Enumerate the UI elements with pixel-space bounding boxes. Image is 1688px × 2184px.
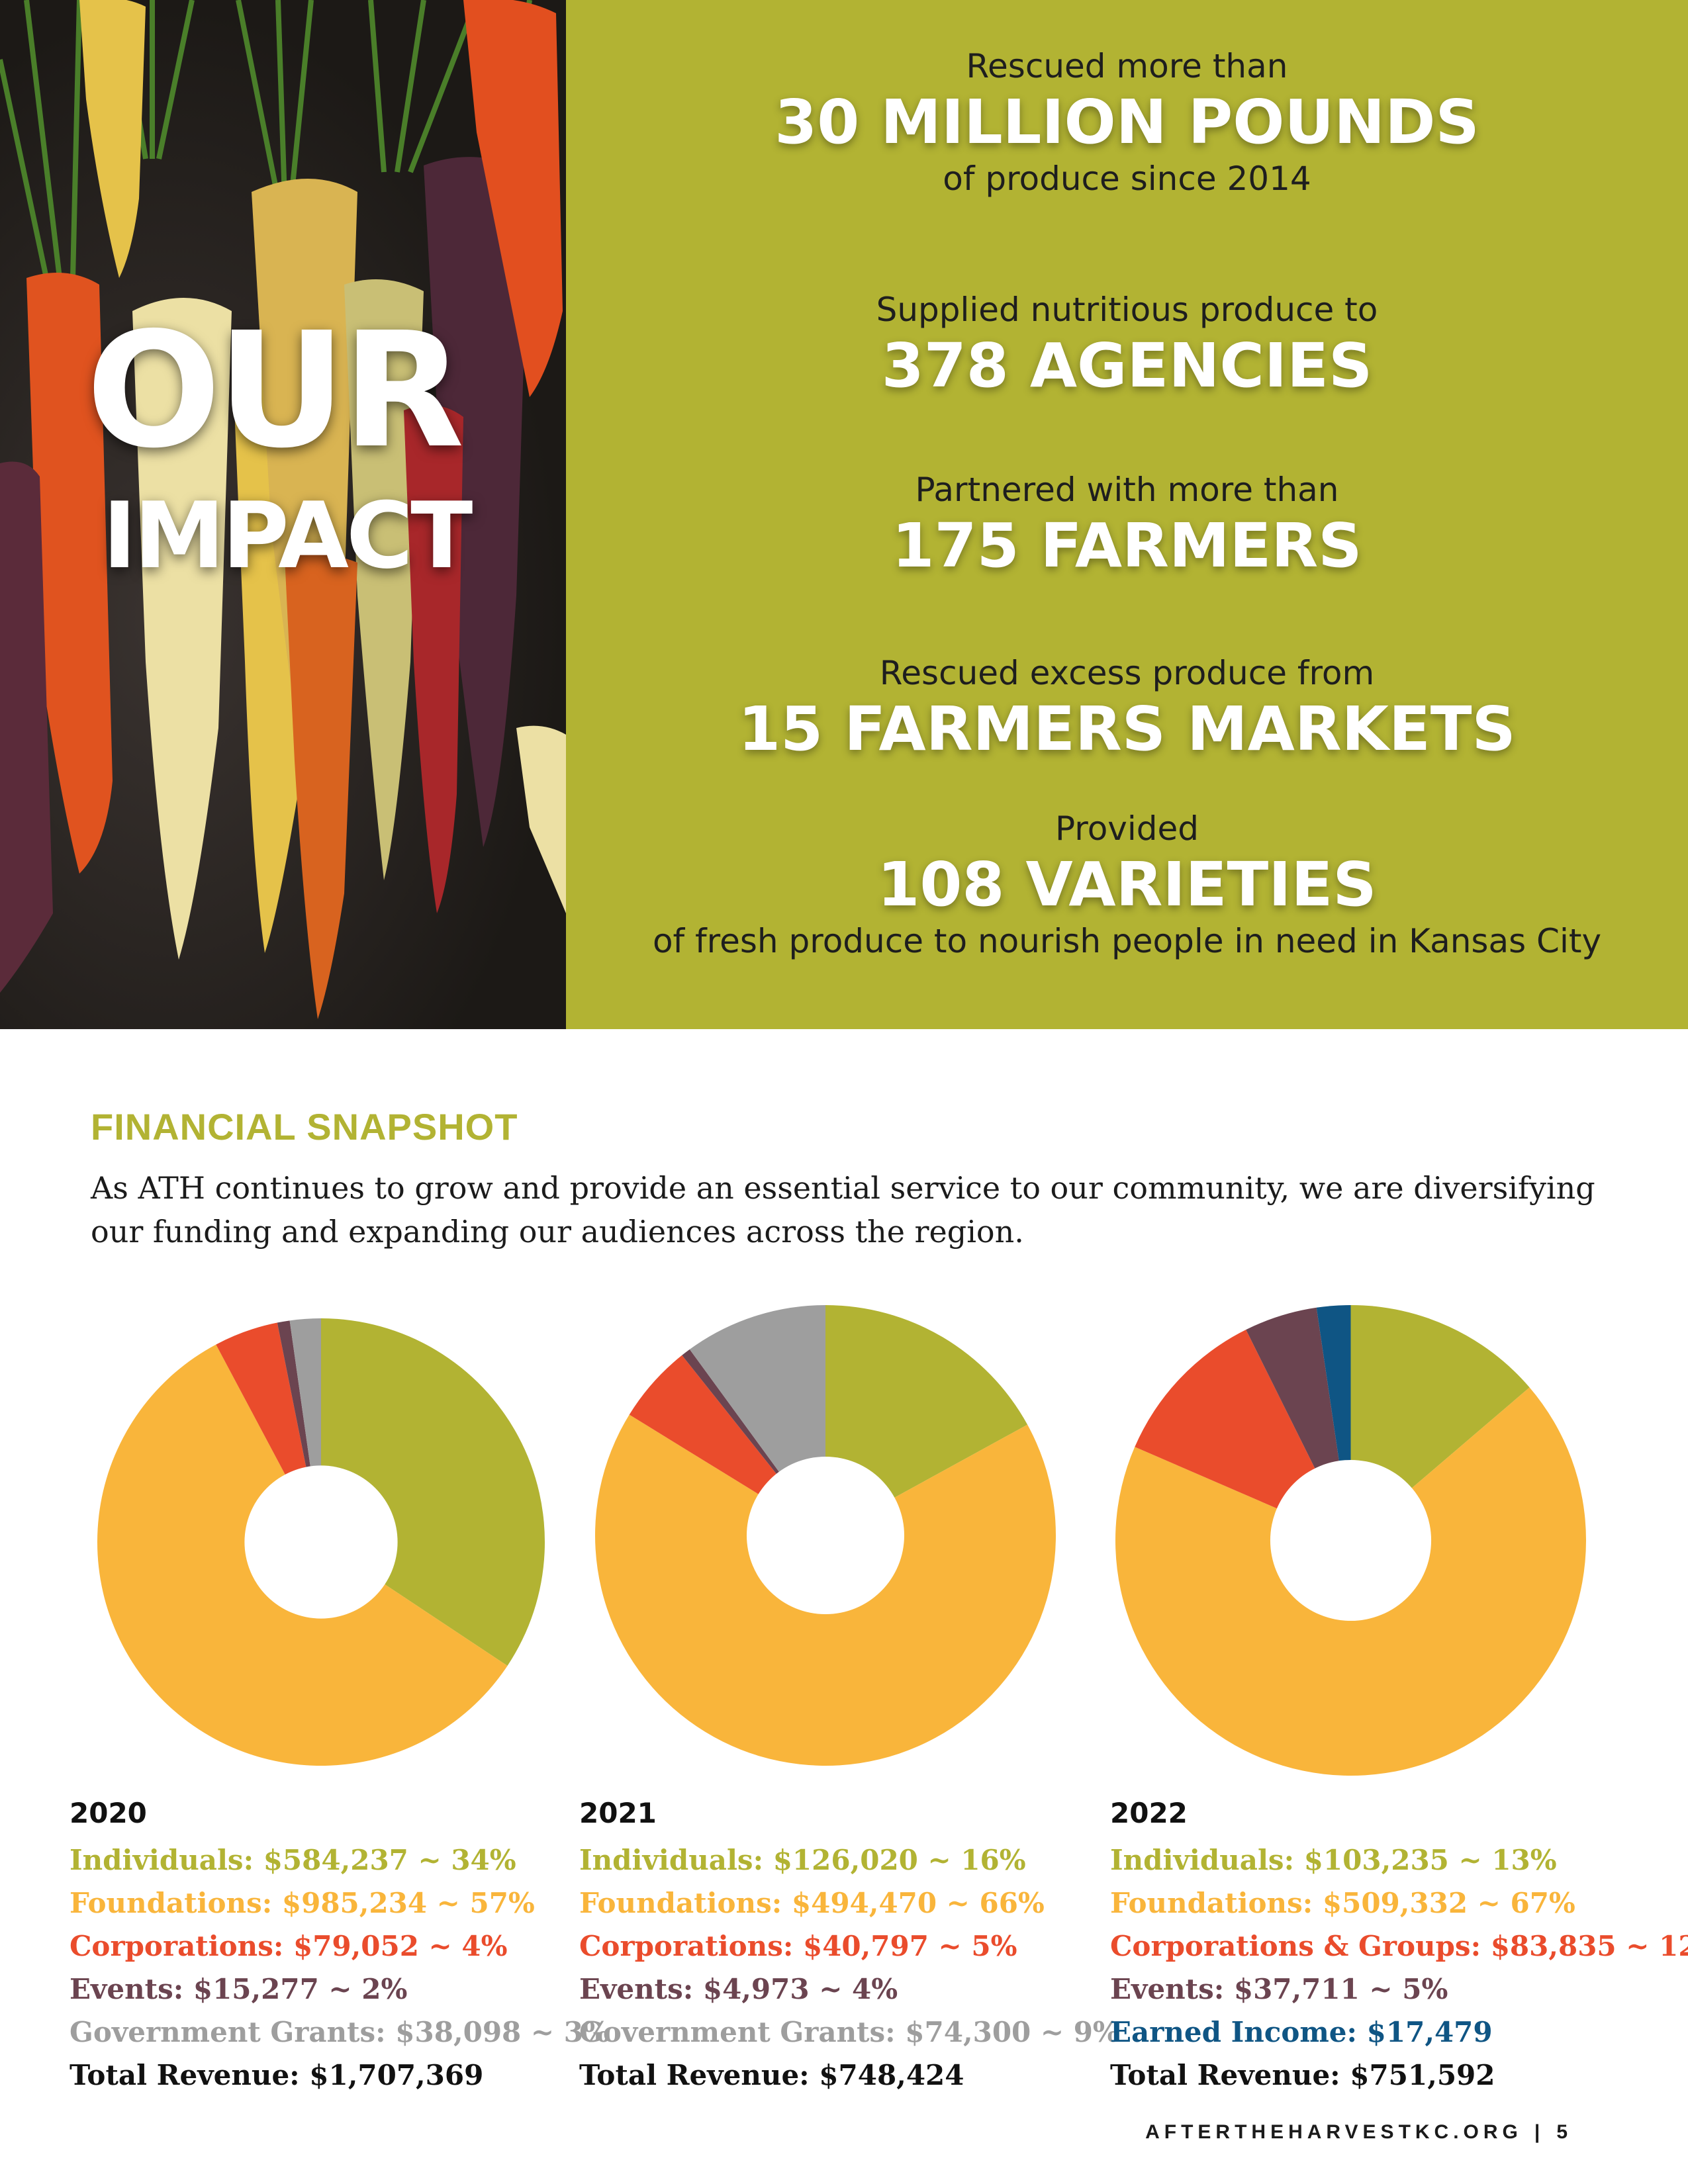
hero-carrot-photo: OUR IMPACT — [0, 0, 566, 1029]
legend-2022-foundations: Foundations: $509,332 ~ 67% — [1110, 1887, 1575, 1919]
legend-2020-corporations: Corporations: $79,052 ~ 4% — [70, 1930, 508, 1962]
donut-2020-hole — [244, 1465, 398, 1619]
stat-varieties: Provided 108 VARIETIES of fresh produce … — [566, 809, 1688, 961]
financial-intro-text: As ATH continues to grow and provide an … — [91, 1170, 1595, 1250]
stat-markets: Rescued excess produce from 15 FARMERS M… — [566, 653, 1688, 766]
stat-pounds: Rescued more than 30 MILLION POUNDS of p… — [566, 46, 1688, 199]
stat-varieties-pre: Provided — [1055, 809, 1199, 848]
legend-2022-earned-income: Earned Income: $17,479 — [1110, 2016, 1493, 2048]
donut-chart-2020 — [97, 1318, 545, 1766]
legend-2021-individuals: Individuals: $126,020 ~ 16% — [579, 1844, 1026, 1876]
legend-2020-events: Events: $15,277 ~ 2% — [70, 1973, 408, 2005]
financial-snapshot-heading: FINANCIAL SNAPSHOT — [91, 1106, 518, 1148]
legend-2020-foundations: Foundations: $985,234 ~ 57% — [70, 1887, 535, 1919]
year-label-2022: 2022 — [1110, 1797, 1188, 1829]
page-footer: AFTERTHEHARVESTKC.ORG | 5 — [1145, 2121, 1572, 2144]
legend-2020: 2020 Individuals: $584,237 ~ 34% Foundat… — [70, 1797, 610, 2097]
legend-2020-individuals: Individuals: $584,237 ~ 34% — [70, 1844, 516, 1876]
footer-website-link[interactable]: AFTERTHEHARVESTKC.ORG — [1145, 2121, 1523, 2143]
legend-2020-government: Government Grants: $38,098 ~ 3% — [70, 2016, 610, 2048]
page-number: 5 — [1556, 2121, 1572, 2143]
stat-agencies: Supplied nutritious produce to 378 AGENC… — [566, 290, 1688, 402]
year-label-2021: 2021 — [579, 1797, 657, 1829]
stat-varieties-post: of fresh produce to nourish people in ne… — [652, 922, 1602, 960]
donut-chart-2022 — [1115, 1305, 1586, 1776]
stat-farmers: Partnered with more than 175 FARMERS — [566, 470, 1688, 582]
stat-agencies-pre: Supplied nutritious produce to — [876, 291, 1378, 329]
legend-2022-corporations: Corporations & Groups: $83,835 ~ 12% — [1110, 1930, 1688, 1962]
legend-2021-foundations: Foundations: $494,470 ~ 66% — [579, 1887, 1045, 1919]
stat-pounds-value: 30 MILLION POUNDS — [774, 87, 1479, 158]
legend-2021: 2021 Individuals: $126,020 ~ 16% Foundat… — [579, 1797, 1119, 2097]
legend-2021-corporations: Corporations: $40,797 ~ 5% — [579, 1930, 1017, 1962]
carrots-illustration — [0, 0, 566, 1019]
stat-pounds-pre: Rescued more than — [966, 47, 1288, 85]
stat-markets-pre: Rescued excess produce from — [879, 654, 1375, 692]
legend-2022-events: Events: $37,711 ~ 5% — [1110, 1973, 1448, 2005]
footer-separator: | — [1534, 2121, 1545, 2143]
donut-2021-hole — [747, 1457, 904, 1614]
total-revenue-2022: Total Revenue: $751,592 — [1110, 2059, 1495, 2091]
total-revenue-2021: Total Revenue: $748,424 — [579, 2059, 964, 2091]
stat-varieties-value: 108 VARIETIES — [877, 849, 1377, 920]
legend-2022: 2022 Individuals: $103,235 ~ 13% Foundat… — [1110, 1797, 1688, 2097]
donut-2022-hole — [1270, 1459, 1432, 1621]
hero-title-our: OUR — [86, 298, 465, 483]
stat-pounds-post: of produce since 2014 — [943, 159, 1311, 198]
hero-title-impact: IMPACT — [103, 482, 473, 589]
stat-markets-value: 15 FARMERS MARKETS — [738, 694, 1516, 764]
total-revenue-2020: Total Revenue: $1,707,369 — [70, 2059, 484, 2091]
legend-2021-government: Government Grants: $74,300 ~ 9% — [579, 2016, 1119, 2048]
stat-farmers-pre: Partnered with more than — [915, 471, 1339, 509]
year-label-2020: 2020 — [70, 1797, 147, 1829]
legend-2021-events: Events: $4,973 ~ 4% — [579, 1973, 898, 2005]
stat-farmers-value: 175 FARMERS — [892, 510, 1362, 581]
stat-agencies-value: 378 AGENCIES — [881, 330, 1373, 401]
donut-chart-2021 — [595, 1305, 1056, 1766]
legend-2022-individuals: Individuals: $103,235 ~ 13% — [1110, 1844, 1557, 1876]
impact-stats-panel: Rescued more than 30 MILLION POUNDS of p… — [566, 0, 1688, 1029]
